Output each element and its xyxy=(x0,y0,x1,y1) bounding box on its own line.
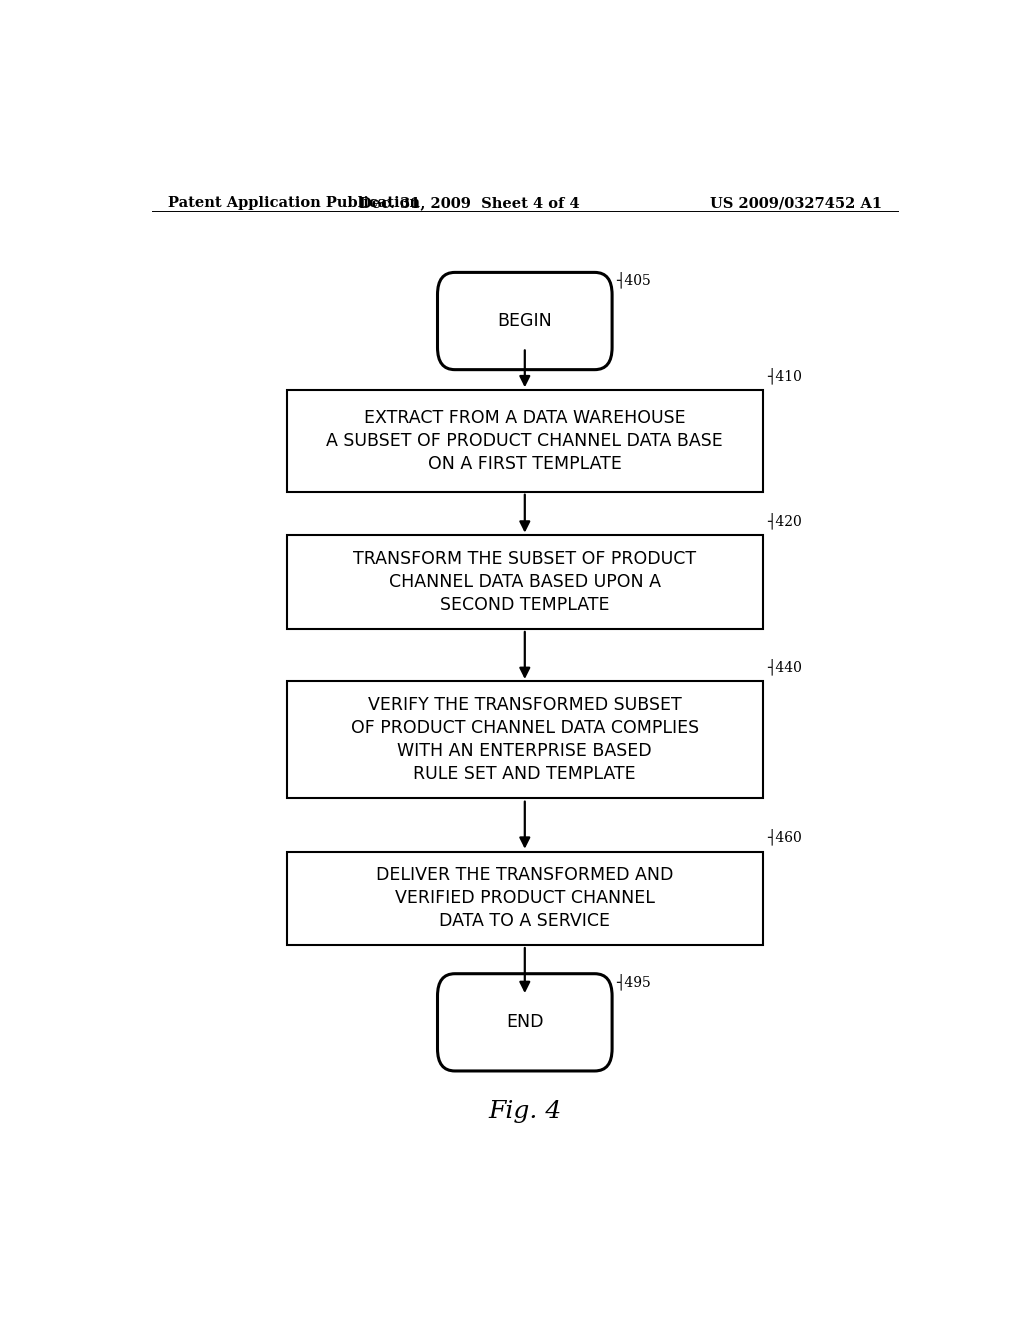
Text: VERIFY THE TRANSFORMED SUBSET
OF PRODUCT CHANNEL DATA COMPLIES
WITH AN ENTERPRIS: VERIFY THE TRANSFORMED SUBSET OF PRODUCT… xyxy=(351,697,698,783)
FancyBboxPatch shape xyxy=(437,272,612,370)
FancyBboxPatch shape xyxy=(287,851,763,945)
FancyBboxPatch shape xyxy=(287,681,763,799)
Text: Fig. 4: Fig. 4 xyxy=(488,1101,561,1123)
Text: EXTRACT FROM A DATA WAREHOUSE
A SUBSET OF PRODUCT CHANNEL DATA BASE
ON A FIRST T: EXTRACT FROM A DATA WAREHOUSE A SUBSET O… xyxy=(327,409,723,473)
Text: ┤410: ┤410 xyxy=(767,367,802,384)
Text: ┤495: ┤495 xyxy=(616,973,651,990)
Text: DELIVER THE TRANSFORMED AND
VERIFIED PRODUCT CHANNEL
DATA TO A SERVICE: DELIVER THE TRANSFORMED AND VERIFIED PRO… xyxy=(376,866,674,931)
FancyBboxPatch shape xyxy=(437,974,612,1071)
Text: BEGIN: BEGIN xyxy=(498,312,552,330)
Text: Patent Application Publication: Patent Application Publication xyxy=(168,197,420,210)
Text: US 2009/0327452 A1: US 2009/0327452 A1 xyxy=(710,197,882,210)
Text: ┤405: ┤405 xyxy=(616,272,651,289)
Text: ┤420: ┤420 xyxy=(767,512,802,529)
FancyBboxPatch shape xyxy=(287,536,763,630)
Text: END: END xyxy=(506,1014,544,1031)
FancyBboxPatch shape xyxy=(287,391,763,492)
Text: ┤460: ┤460 xyxy=(767,829,802,846)
Text: ┤440: ┤440 xyxy=(767,659,802,676)
Text: TRANSFORM THE SUBSET OF PRODUCT
CHANNEL DATA BASED UPON A
SECOND TEMPLATE: TRANSFORM THE SUBSET OF PRODUCT CHANNEL … xyxy=(353,550,696,614)
Text: Dec. 31, 2009  Sheet 4 of 4: Dec. 31, 2009 Sheet 4 of 4 xyxy=(359,197,580,210)
